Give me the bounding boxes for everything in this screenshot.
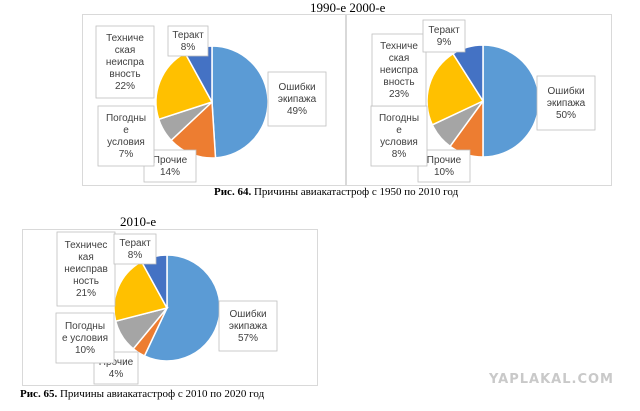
- callout-label-weather: 8%: [392, 149, 407, 160]
- pie-slice-crew: [211, 45, 269, 159]
- callout-label-terror: 9%: [437, 37, 452, 48]
- callout-label-crew: 49%: [287, 106, 307, 117]
- pie-slice-technical: [426, 52, 485, 126]
- callout-label-crew: экипажа: [229, 321, 268, 332]
- callout-label-technical: 23%: [389, 89, 409, 100]
- callout-label-technical: ность: [73, 276, 99, 287]
- callout-label-weather: Погодны: [65, 321, 105, 332]
- callout-label-weather: е условия: [62, 333, 108, 344]
- callout-box-weather: [97, 105, 155, 167]
- chart-title-2010s: 2010-е: [120, 214, 157, 229]
- callout-box-terror: [422, 19, 466, 53]
- callout-label-crew: экипажа: [547, 98, 586, 109]
- callout-label-technical: ская: [115, 45, 136, 56]
- callout-label-other: Прочие: [153, 155, 188, 166]
- callout-label-technical: Техниче: [106, 33, 144, 44]
- callout-label-technical: ская: [389, 53, 410, 64]
- callout-label-technical: кая: [78, 252, 94, 263]
- callout-label-weather: е: [396, 125, 402, 136]
- callout-box-technical: [371, 33, 427, 107]
- callout-label-crew: 50%: [556, 110, 576, 121]
- callout-label-technical: 21%: [76, 288, 96, 299]
- figure-65-text: Причины авиакатастроф с 2010 по 2020 год: [57, 388, 265, 400]
- callout-label-terror: Теракт: [172, 30, 204, 41]
- figure-64-number: Рис. 64.: [214, 186, 252, 198]
- callout-label-technical: Техниче: [380, 41, 418, 52]
- callout-label-technical: вность: [109, 69, 140, 80]
- callout-label-terror: 8%: [181, 42, 196, 53]
- callout-box-terror: [113, 233, 157, 265]
- callout-label-other: 4%: [109, 369, 124, 380]
- callout-label-weather: условия: [107, 137, 145, 148]
- callout-label-other: 10%: [434, 167, 454, 178]
- callout-box-crew: [536, 75, 596, 131]
- watermark: YAPLAKAL.COM: [489, 372, 614, 387]
- figure-65-caption: Рис. 65. Причины авиакатастроф с 2010 по…: [20, 388, 264, 400]
- decade-titles: 1990-е 2000-е: [310, 0, 386, 15]
- callout-box-crew: [218, 300, 278, 352]
- callout-label-technical: неиспра: [106, 57, 145, 68]
- callout-box-terror: [167, 25, 209, 57]
- callout-box-technical: [95, 25, 155, 99]
- callout-label-terror: Теракт: [428, 25, 460, 36]
- callout-label-other: 14%: [160, 167, 180, 178]
- figure-64-text: Причины авиакатастроф с 1950 по 2010 год: [251, 186, 459, 198]
- callout-label-other: Прочие: [99, 357, 134, 368]
- callout-label-technical: неисправ: [64, 264, 108, 275]
- callout-label-crew: 57%: [238, 333, 258, 344]
- callout-label-terror: Теракт: [119, 238, 151, 249]
- pie-slice-crew: [482, 44, 540, 158]
- callout-label-technical: неиспра: [380, 65, 419, 76]
- callout-label-weather: Погодны: [106, 113, 146, 124]
- callout-label-other: Прочие: [427, 155, 462, 166]
- callout-label-technical: вность: [383, 77, 414, 88]
- callout-label-weather: е: [123, 125, 129, 136]
- callout-box-weather: [55, 312, 115, 364]
- callout-label-crew: Ошибки: [547, 85, 584, 97]
- callout-label-technical: 22%: [115, 81, 135, 92]
- figure-64-caption: Рис. 64. Причины авиакатастроф с 1950 по…: [214, 186, 458, 198]
- callout-label-weather: 10%: [75, 345, 95, 356]
- callout-label-technical: Техничес: [65, 240, 108, 251]
- callout-label-crew: экипажа: [278, 94, 317, 105]
- callout-label-weather: 7%: [119, 149, 134, 160]
- callout-label-weather: условия: [380, 137, 418, 148]
- callout-label-weather: Погодны: [379, 113, 419, 124]
- figure-65-number: Рис. 65.: [20, 388, 58, 400]
- callout-label-terror: 8%: [128, 250, 143, 261]
- callout-label-crew: Ошибки: [278, 81, 315, 93]
- callout-label-crew: Ошибки: [229, 308, 266, 320]
- pie-slice-terror: [451, 44, 484, 104]
- callout-box-technical: [56, 231, 116, 307]
- callout-box-crew: [267, 71, 327, 127]
